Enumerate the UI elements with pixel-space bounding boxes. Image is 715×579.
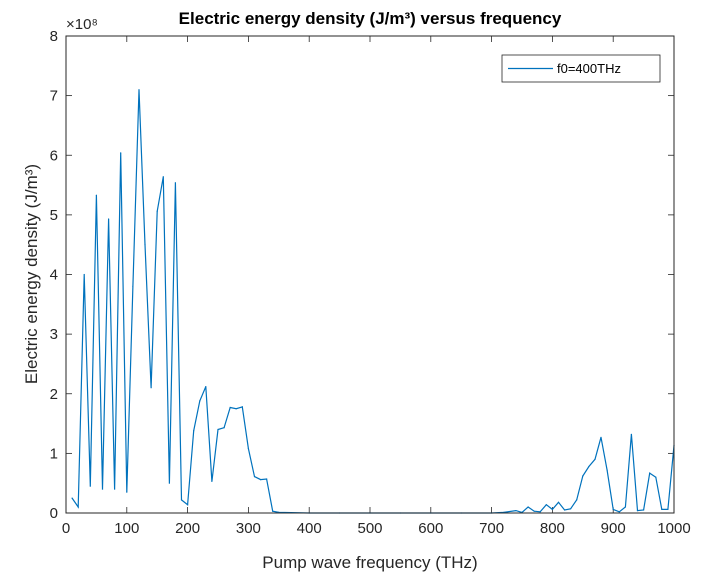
data-point xyxy=(193,430,195,432)
data-point xyxy=(539,511,541,513)
data-point xyxy=(162,176,164,178)
x-tick-label: 900 xyxy=(601,520,626,537)
data-point xyxy=(515,510,517,512)
data-point xyxy=(527,506,529,508)
x-tick-label: 700 xyxy=(479,520,504,537)
data-point xyxy=(545,504,547,506)
data-point xyxy=(77,506,79,508)
y-axis-title: Electric energy density (J/m³) xyxy=(22,164,41,384)
data-point xyxy=(199,400,201,402)
data-point xyxy=(205,386,207,388)
data-point xyxy=(120,152,122,154)
data-point xyxy=(533,510,535,512)
data-point xyxy=(266,478,268,480)
data-point xyxy=(247,448,249,450)
data-point xyxy=(144,244,146,246)
y-tick-label: 3 xyxy=(50,326,58,343)
data-point xyxy=(180,499,183,501)
chart-title: Electric energy density (J/m³) versus fr… xyxy=(179,9,562,28)
data-point xyxy=(594,458,596,460)
data-point xyxy=(649,472,651,474)
y-exponent-label: ×10⁸ xyxy=(66,16,98,33)
x-tick-label: 800 xyxy=(540,520,565,537)
y-tick-label: 6 xyxy=(50,147,58,164)
data-point xyxy=(101,488,104,490)
y-tick-label: 5 xyxy=(50,207,58,224)
y-tick-label: 2 xyxy=(50,386,58,403)
x-tick-label: 400 xyxy=(297,520,322,537)
x-axis-title: Pump wave frequency (THz) xyxy=(262,553,477,572)
data-point xyxy=(156,210,158,212)
x-tick-label: 300 xyxy=(236,520,261,537)
data-point xyxy=(229,406,231,409)
data-point xyxy=(606,469,608,471)
data-point xyxy=(551,508,554,510)
data-point xyxy=(612,508,614,510)
data-point xyxy=(95,194,97,196)
data-point xyxy=(576,499,578,501)
legend-entry-label: f0=400THz xyxy=(557,61,621,76)
data-point xyxy=(132,285,134,287)
data-point xyxy=(71,497,73,499)
data-point xyxy=(564,509,566,511)
y-tick-label: 4 xyxy=(50,267,58,284)
x-tick-label: 0 xyxy=(62,520,70,537)
data-point xyxy=(138,89,140,91)
data-point xyxy=(235,408,237,410)
data-point xyxy=(89,485,91,487)
data-point xyxy=(588,465,590,468)
y-tick-label: 0 xyxy=(50,505,58,522)
data-point xyxy=(150,387,152,389)
data-point xyxy=(630,433,633,435)
data-point xyxy=(636,510,639,512)
axes-box xyxy=(65,35,675,514)
data-point xyxy=(168,482,170,484)
data-point xyxy=(661,508,663,510)
x-tick-label: 1000 xyxy=(657,520,690,537)
data-point xyxy=(600,436,602,438)
y-tick-label: 1 xyxy=(50,445,58,462)
data-point xyxy=(126,491,128,493)
x-tick-label: 200 xyxy=(175,520,200,537)
x-tick-label: 600 xyxy=(418,520,443,537)
data-point xyxy=(108,218,110,220)
data-point xyxy=(217,428,219,431)
y-tick-label: 7 xyxy=(50,88,58,105)
data-point xyxy=(83,273,85,276)
legend: f0=400THz xyxy=(501,54,661,83)
y-tick-label: 8 xyxy=(50,28,58,45)
data-point xyxy=(618,511,620,513)
data-point xyxy=(643,509,645,511)
data-point xyxy=(624,506,627,508)
data-point xyxy=(223,427,225,429)
data-point xyxy=(655,476,657,478)
x-tick-label: 500 xyxy=(357,520,382,537)
data-point xyxy=(667,508,669,510)
plot-area xyxy=(66,36,674,513)
data-point xyxy=(174,182,176,184)
data-point xyxy=(114,488,116,490)
data-point xyxy=(570,508,572,510)
data-point xyxy=(272,510,274,512)
data-point xyxy=(187,504,189,506)
data-point xyxy=(241,406,243,408)
data-point xyxy=(557,501,560,503)
axis-ticks: 0 100 200 300 400 500 600 700 800 900 1000 0 1 2 3 4 5 6 7… xyxy=(50,28,691,537)
data-point xyxy=(582,475,584,477)
data-point xyxy=(260,479,262,481)
data-point xyxy=(253,476,256,478)
data-point xyxy=(211,480,213,482)
x-tick-label: 100 xyxy=(114,520,139,537)
